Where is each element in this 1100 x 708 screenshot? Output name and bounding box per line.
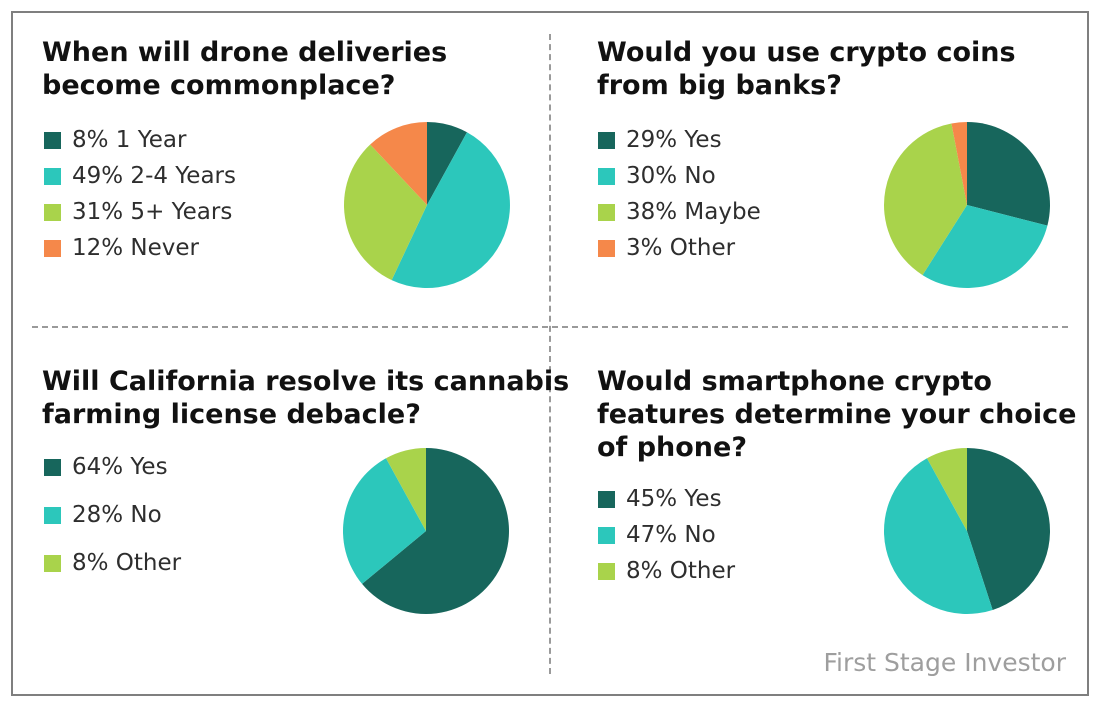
legend-swatch (598, 563, 615, 580)
pie-slice-3 (370, 122, 427, 205)
legend-label: 49% 2-4 Years (72, 163, 236, 189)
question-title-cannabis: Will California resolve its cannabis far… (42, 365, 569, 431)
legend-item: 29% Yes (598, 126, 761, 154)
pie-chart-cannabis (343, 448, 509, 614)
title-line: Will California resolve its cannabis (42, 366, 570, 397)
title-line: farming license debacle? (42, 399, 421, 430)
pie-slice-0 (427, 122, 467, 205)
question-title-crypto-banks: Would you use crypto coins from big bank… (597, 36, 1016, 102)
legend-item: 49% 2-4 Years (44, 162, 236, 190)
legend-label: 8% 1 Year (72, 127, 187, 153)
question-title-drone: When will drone deliveries become common… (42, 36, 447, 102)
legend-swatch (598, 240, 615, 257)
title-line: features determine your choice (597, 399, 1077, 430)
legend-item: 28% No (44, 501, 181, 529)
pie-slice-2 (927, 448, 967, 531)
pie-slice-0 (967, 448, 1051, 610)
legend-item: 47% No (598, 521, 735, 549)
pie-slice-0 (362, 448, 509, 614)
source-credit: First Stage Investor (823, 648, 1066, 677)
legend-item: 31% 5+ Years (44, 198, 236, 226)
pie-slice-2 (884, 123, 967, 276)
legend-swatch (44, 204, 61, 221)
title-line: When will drone deliveries (42, 37, 448, 68)
legend-item: 8% Other (598, 557, 735, 585)
pie-slice-0 (967, 122, 1050, 226)
legend-label: 64% Yes (72, 454, 168, 480)
legend-item: 64% Yes (44, 453, 181, 481)
legend-drone: 8% 1 Year 49% 2-4 Years 31% 5+ Years 12%… (44, 126, 236, 262)
vertical-divider (549, 34, 551, 674)
legend-item: 3% Other (598, 234, 761, 262)
legend-cannabis: 64% Yes 28% No 8% Other (44, 453, 181, 577)
legend-swatch (44, 132, 61, 149)
legend-label: 47% No (626, 522, 716, 548)
pie-slice-1 (883, 458, 993, 615)
legend-label: 28% No (72, 502, 162, 528)
legend-swatch (598, 491, 615, 508)
title-line: become commonplace? (42, 70, 396, 101)
pie-chart-crypto-banks (884, 122, 1050, 288)
pie-slice-1 (391, 132, 510, 288)
title-line: of phone? (597, 432, 747, 463)
legend-item: 30% No (598, 162, 761, 190)
legend-crypto-banks: 29% Yes 30% No 38% Maybe 3% Other (598, 126, 761, 262)
question-title-smartphone: Would smartphone crypto features determi… (597, 365, 1076, 464)
legend-item: 12% Never (44, 234, 236, 262)
legend-swatch (44, 240, 61, 257)
legend-swatch (44, 555, 61, 572)
legend-label: 38% Maybe (626, 199, 761, 225)
legend-swatch (44, 507, 61, 524)
pie-slice-2 (386, 448, 426, 531)
legend-item: 38% Maybe (598, 198, 761, 226)
title-line: Would you use crypto coins (597, 37, 1016, 68)
legend-swatch (598, 527, 615, 544)
legend-label: 12% Never (72, 235, 200, 261)
legend-item: 8% 1 Year (44, 126, 236, 154)
title-line: Would smartphone crypto (597, 366, 992, 397)
legend-swatch (598, 132, 615, 149)
legend-item: 45% Yes (598, 485, 735, 513)
horizontal-divider (32, 326, 1068, 328)
legend-label: 45% Yes (626, 486, 722, 512)
legend-swatch (598, 204, 615, 221)
legend-swatch (598, 168, 615, 185)
legend-label: 8% Other (72, 550, 182, 576)
title-line: from big banks? (597, 70, 842, 101)
legend-swatch (44, 168, 61, 185)
pie-slice-3 (951, 122, 967, 205)
pie-slice-2 (344, 144, 427, 281)
legend-label: 8% Other (626, 558, 736, 584)
legend-label: 3% Other (626, 235, 736, 261)
legend-item: 8% Other (44, 549, 181, 577)
legend-label: 30% No (626, 163, 716, 189)
legend-label: 29% Yes (626, 127, 722, 153)
legend-smartphone: 45% Yes 47% No 8% Other (598, 485, 735, 585)
pie-slice-1 (922, 205, 1048, 288)
legend-label: 31% 5+ Years (72, 199, 233, 225)
pie-slice-1 (343, 458, 426, 584)
pie-chart-smartphone (883, 448, 1051, 615)
legend-swatch (44, 459, 61, 476)
pie-chart-drone (344, 122, 510, 288)
